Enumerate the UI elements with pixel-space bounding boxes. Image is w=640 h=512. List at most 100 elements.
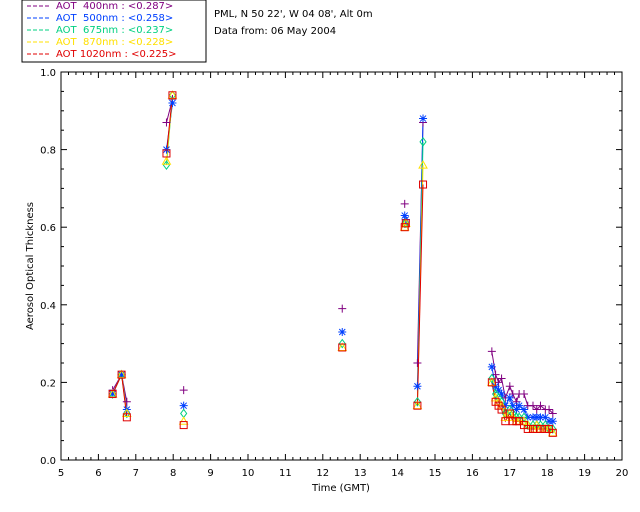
x-tick-label: 14 <box>391 468 404 479</box>
y-tick-label: 1.0 <box>40 68 56 79</box>
data-point <box>161 156 172 165</box>
x-tick-label: 6 <box>95 468 101 479</box>
data-point <box>512 405 521 414</box>
data-point <box>497 405 506 414</box>
data-point <box>338 343 347 352</box>
legend-mean-value: <0.228> <box>128 37 173 48</box>
data-point <box>520 390 529 399</box>
data-point <box>548 409 557 418</box>
data-point <box>490 392 501 402</box>
data-point <box>505 382 514 391</box>
data-point <box>508 401 517 410</box>
data-point <box>108 390 117 399</box>
data-point <box>162 118 171 127</box>
data-point <box>419 114 428 123</box>
legend: AOT 400nm : <0.287>AOT 500nm : <0.258>AO… <box>21 0 207 63</box>
data-point <box>401 219 410 228</box>
data-point <box>338 304 347 313</box>
legend-mean-value: <0.225> <box>131 49 176 60</box>
data-point <box>117 370 126 379</box>
x-tick-label: 13 <box>354 468 367 479</box>
x-tick-label: 17 <box>503 468 516 479</box>
data-point <box>515 401 524 410</box>
data-date: Data from: 06 May 2004 <box>214 26 336 37</box>
data-point <box>418 160 428 169</box>
data-point <box>413 382 422 391</box>
legend-label: AOT 400nm : <box>56 1 128 12</box>
y-tick-label: 0.8 <box>40 146 56 157</box>
x-tick-label: 19 <box>578 468 591 479</box>
data-point <box>532 405 541 414</box>
data-point <box>419 137 427 147</box>
legend-entry: AOT 500nm : <0.258> <box>56 13 173 24</box>
data-point <box>548 417 557 426</box>
data-point <box>487 347 496 356</box>
data-point <box>122 397 131 406</box>
data-point <box>528 401 537 410</box>
legend-entry: AOT 400nm : <0.287> <box>56 1 173 12</box>
series-line-4 <box>166 95 173 154</box>
data-point <box>536 413 545 422</box>
x-tick-label: 7 <box>133 468 139 479</box>
site-location: PML, N 50 22', W 04 08', Alt 0m <box>214 9 373 20</box>
data-point <box>400 199 409 208</box>
legend-label: AOT 870nm : <box>56 37 128 48</box>
data-point <box>545 405 554 414</box>
x-axis-label: Time (GMT) <box>311 483 370 494</box>
data-point <box>520 405 529 414</box>
data-point <box>536 401 545 410</box>
data-point <box>491 370 500 379</box>
legend-entry: AOT 1020nm : <0.225> <box>56 49 176 60</box>
data-point <box>168 91 177 100</box>
data-point <box>122 413 131 422</box>
series-line-4 <box>416 184 424 406</box>
data-point <box>338 338 346 349</box>
data-point <box>121 408 132 417</box>
legend-mean-value: <0.287> <box>128 1 173 12</box>
data-point <box>179 401 188 410</box>
data-point <box>168 99 177 108</box>
x-tick-label: 15 <box>429 468 442 479</box>
legend-label: AOT 1020nm : <box>56 49 131 60</box>
data-point <box>523 424 532 433</box>
y-tick-label: 0.2 <box>40 378 56 389</box>
x-tick-label: 11 <box>279 468 292 479</box>
data-point <box>523 413 532 422</box>
data-point <box>505 409 514 418</box>
legend-entry: AOT 675nm : <0.237> <box>56 25 173 36</box>
data-point <box>541 413 550 422</box>
series-markers <box>107 90 558 437</box>
data-point <box>413 396 422 407</box>
x-tick-label: 20 <box>616 468 629 479</box>
data-point <box>400 211 409 220</box>
data-point <box>413 401 422 410</box>
axes-ticks: 5 6 7 8 9 10 11 12 13 14 15 16 17 18 19 20 0.0 0.2 0.4 0.6 0… <box>40 68 628 479</box>
legend-mean-value: <0.237> <box>128 25 173 36</box>
y-tick-label: 0.0 <box>40 456 56 467</box>
series-lines <box>112 95 554 434</box>
data-point <box>505 393 514 402</box>
y-tick-label: 0.4 <box>40 301 56 312</box>
plot-frame <box>60 71 623 461</box>
data-point <box>179 421 188 430</box>
legend-mean-value: <0.258> <box>128 13 173 24</box>
y-axis-label: Aerosol Optical Thickness <box>25 202 36 330</box>
data-point <box>179 386 188 395</box>
x-tick-label: 8 <box>170 468 176 479</box>
legend-label: AOT 675nm : <box>56 25 128 36</box>
y-tick-label: 0.6 <box>40 223 56 234</box>
data-point <box>488 373 496 384</box>
data-point <box>108 390 117 399</box>
legend-box <box>21 0 207 63</box>
x-tick-label: 16 <box>466 468 479 479</box>
data-point <box>487 378 496 387</box>
data-point <box>548 428 557 437</box>
data-point <box>494 386 503 395</box>
data-point <box>419 180 428 189</box>
data-point <box>117 370 126 379</box>
data-point <box>487 362 496 371</box>
x-tick-label: 10 <box>242 468 255 479</box>
x-tick-label: 18 <box>541 468 554 479</box>
x-tick-label: 5 <box>58 468 64 479</box>
x-tick-label: 12 <box>316 468 329 479</box>
